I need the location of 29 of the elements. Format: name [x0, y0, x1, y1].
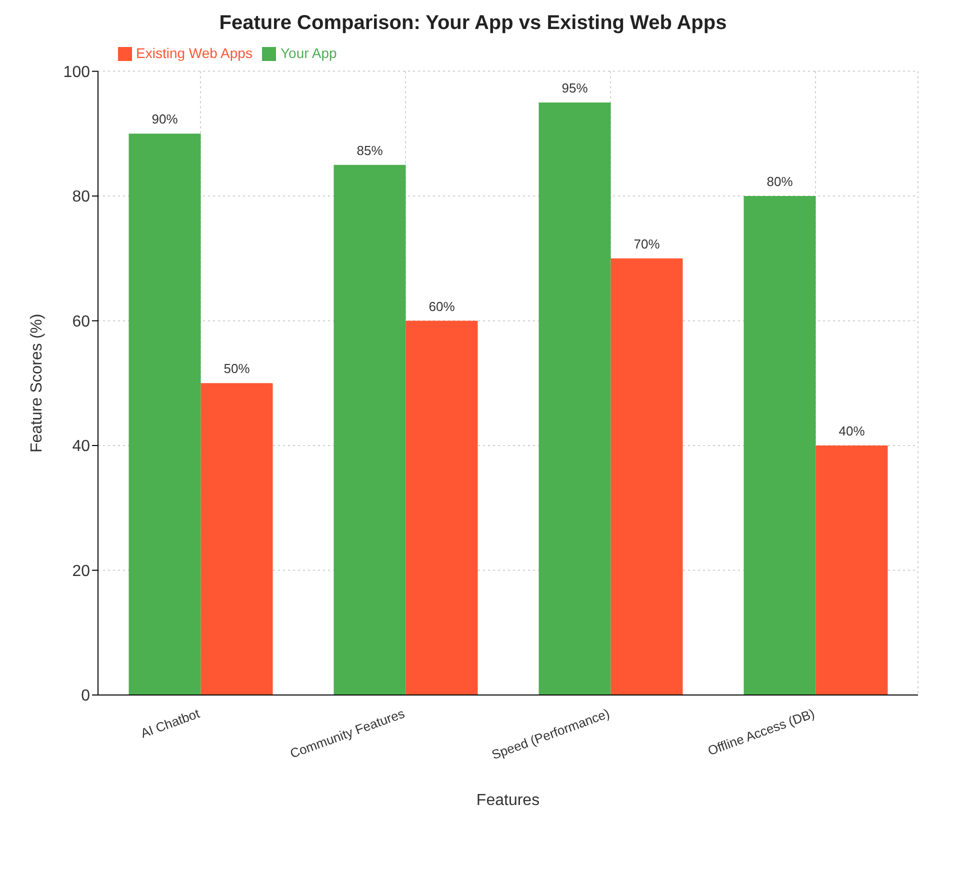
data-label: 40%	[838, 424, 866, 439]
bar	[610, 258, 683, 695]
legend-label: Existing Web Apps	[136, 45, 252, 61]
bar	[200, 383, 273, 695]
bar	[538, 102, 611, 695]
bar	[128, 134, 201, 695]
data-label: 90%	[152, 112, 178, 127]
bar	[816, 446, 888, 695]
y-tick-label: 100	[63, 64, 90, 81]
chart-title: Feature Comparison: Your App vs Existing Web Apps	[218, 11, 728, 35]
x-axis-title: Features	[476, 792, 540, 809]
y-tick-label: 80	[72, 188, 90, 206]
data-label: 80%	[766, 174, 794, 190]
data-label: 70%	[634, 236, 660, 252]
data-label: 85%	[356, 142, 384, 158]
legend-label: Your App	[280, 45, 337, 61]
data-label: 60%	[428, 298, 456, 314]
y-tick-label: 40	[72, 438, 90, 456]
y-axis-title: Feature Scores (%)	[28, 314, 46, 453]
data-label: 50%	[224, 361, 250, 376]
x-tick-label: Offline Access (DB)	[706, 706, 817, 758]
y-tick-label: 60	[72, 313, 90, 330]
y-tick-label: 20	[72, 562, 90, 580]
bar	[334, 164, 406, 695]
bar	[744, 196, 816, 695]
bar	[406, 320, 478, 695]
data-label: 95%	[562, 80, 588, 96]
x-tick-label: AI Chatbot	[138, 706, 202, 741]
y-tick-label: 0	[81, 688, 90, 705]
